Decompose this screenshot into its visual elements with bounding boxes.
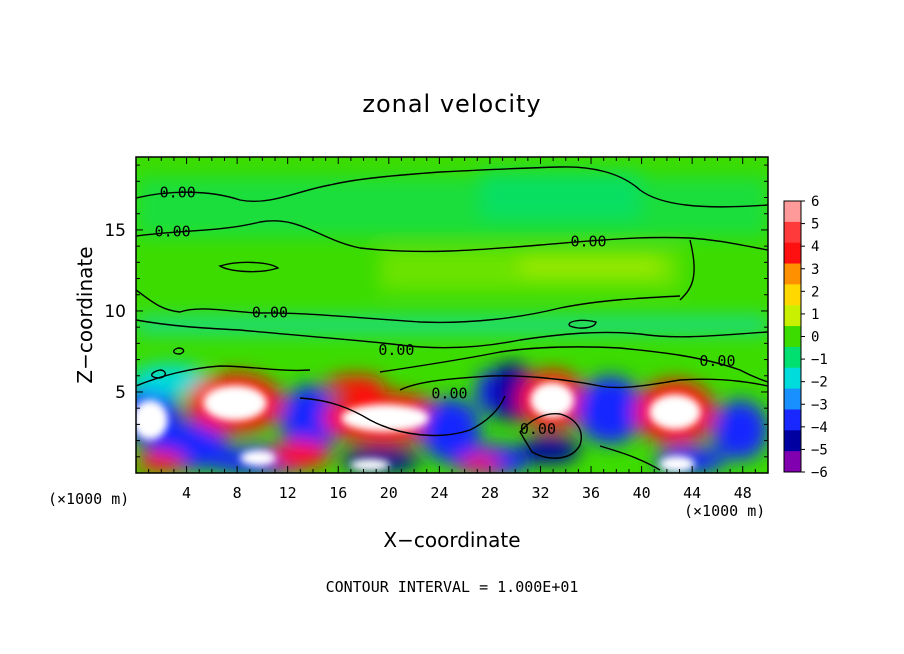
field-cell (280, 385, 340, 455)
colorbar-label: 6 (811, 194, 819, 210)
y-tick-label: 15 (104, 221, 126, 241)
contour-line (218, 261, 280, 273)
field-cell (203, 385, 267, 421)
field-cell (350, 459, 390, 471)
x-tick-label: 8 (233, 484, 242, 502)
field-cell (341, 404, 429, 432)
contour-line (136, 289, 681, 324)
field-cell (460, 455, 500, 471)
colorbar-label: 5 (811, 217, 819, 233)
colorbar-label: −5 (811, 442, 828, 458)
colorbar-label: 2 (811, 284, 819, 300)
field-cell (325, 375, 385, 395)
velocity-field (136, 170, 768, 473)
colorbar-label: −4 (811, 420, 828, 436)
colorbar-swatch (784, 346, 801, 369)
y-tick-label: 10 (104, 302, 126, 322)
x-unit-left: (×1000 m) (48, 490, 129, 508)
colorbar-swatch (784, 430, 801, 452)
field-cell (520, 436, 580, 464)
colorbar-swatch (784, 451, 801, 473)
y-axis-label: Z−coordinate (73, 246, 97, 383)
contour-line (379, 346, 768, 383)
colorbar-swatch (784, 409, 801, 431)
y-tick-label: 5 (115, 383, 126, 403)
contour-line (679, 239, 695, 301)
field-cell (530, 382, 574, 418)
colorbar-label: 3 (811, 262, 819, 278)
x-tick-label: 44 (683, 484, 701, 502)
field-cell (270, 441, 330, 469)
contour-line (568, 319, 597, 329)
x-axis-label: X−coordinate (383, 528, 520, 552)
colorbar-label: 0 (811, 330, 819, 346)
field-cell (136, 452, 184, 472)
x-unit-right: (×1000 m) (684, 502, 765, 520)
contour-label: 0.00 (570, 232, 606, 250)
colorbar: 6 5 4 3 2 1 0 −1 −2 −3 −4 −5 −6 (783, 194, 828, 481)
x-tick-label: 28 (481, 484, 499, 502)
contour-label: 0.00 (520, 420, 556, 438)
contour-line (136, 166, 768, 208)
field-band (480, 170, 640, 220)
colorbar-label: 4 (811, 239, 819, 255)
colorbar-label: 1 (811, 307, 819, 323)
field-band (520, 258, 660, 274)
contour-interval-footer: CONTOUR INTERVAL = 1.000E+01 (326, 578, 579, 596)
chart-title: zonal velocity (362, 90, 541, 118)
colorbar-swatch (784, 221, 801, 244)
x-tick-label: 4 (182, 484, 191, 502)
colorbar-swatch (784, 388, 801, 410)
x-tick-labels: 4 8 12 16 20 24 28 32 36 40 44 48 (182, 484, 752, 502)
x-tick-label: 32 (531, 484, 549, 502)
field-cell (649, 394, 701, 430)
field-band (136, 177, 768, 237)
contour-lines (136, 166, 768, 471)
colorbar-swatch (784, 201, 801, 223)
x-tick-label: 12 (279, 484, 297, 502)
axis-ticks (135, 157, 769, 474)
contour-label: 0.00 (431, 385, 467, 403)
contour-label: 0.00 (160, 184, 196, 202)
colorbar-label: −1 (811, 352, 828, 368)
y-tick-labels: 5 10 15 (104, 221, 126, 403)
colorbar-label: −3 (811, 397, 828, 413)
field-cell (712, 400, 768, 460)
x-tick-label: 48 (734, 484, 752, 502)
field-cell (136, 400, 168, 440)
field-cell (420, 398, 480, 462)
colorbar-swatch (784, 305, 801, 327)
colorbar-swatch (784, 242, 801, 265)
contour-line (151, 369, 166, 379)
field-cell (240, 450, 276, 466)
field-band (136, 315, 768, 335)
plot-area: 0.00 0.00 0.00 0.00 0.00 0.00 0.00 0.00 (136, 157, 768, 473)
x-tick-label: 16 (329, 484, 347, 502)
x-tick-label: 24 (430, 484, 448, 502)
contour-label: 0.00 (699, 352, 735, 370)
colorbar-label: −6 (811, 465, 828, 481)
contour-line (399, 375, 768, 391)
contour-label: 0.00 (252, 304, 288, 322)
colorbar-label: −2 (811, 375, 828, 391)
contour-labels: 0.00 0.00 0.00 0.00 0.00 0.00 0.00 0.00 (155, 184, 736, 439)
x-tick-label: 36 (582, 484, 600, 502)
field-cell (576, 376, 644, 444)
contour-line (299, 395, 506, 437)
contour-label: 0.00 (155, 223, 191, 241)
colorbar-swatch (784, 263, 801, 285)
contour-label: 0.00 (378, 341, 414, 359)
x-tick-label: 40 (633, 484, 651, 502)
contour-line (599, 445, 661, 471)
field-cell (659, 456, 695, 472)
colorbar-swatch (784, 367, 801, 390)
colorbar-swatch (784, 284, 801, 306)
contour-line (136, 319, 768, 349)
colorbar-swatch (784, 326, 801, 348)
contour-line (519, 413, 582, 459)
x-tick-label: 20 (380, 484, 398, 502)
contour-line (136, 220, 768, 253)
contour-line (173, 347, 185, 355)
